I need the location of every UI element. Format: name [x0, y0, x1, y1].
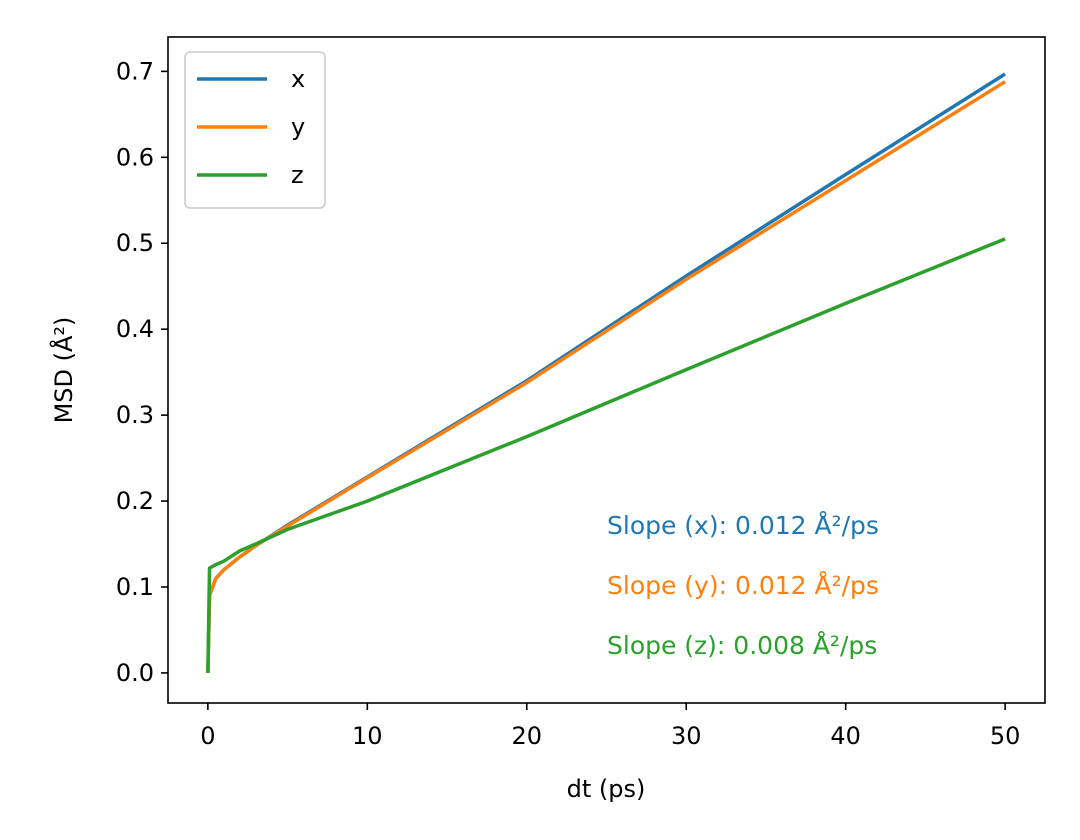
x-tick-label: 0: [200, 722, 215, 750]
x-axis-label: dt (ps): [567, 775, 646, 803]
x-tick-label: 40: [830, 722, 861, 750]
legend-label-z: z: [291, 161, 304, 189]
series-line-z: [206, 237, 1006, 673]
y-tick-label: 0.6: [116, 143, 154, 171]
y-tick-label: 0.4: [116, 315, 154, 343]
legend-box: [184, 51, 326, 209]
legend: xyz: [184, 51, 326, 209]
y-tick-label: 0.3: [116, 401, 154, 429]
y-tick-label: 0.1: [116, 573, 154, 601]
x-tick-label: 30: [671, 722, 702, 750]
legend-label-y: y: [291, 113, 305, 141]
y-tick-label: 0.7: [116, 57, 154, 85]
slope-annotation: Slope (y): 0.012 Å²/ps: [607, 571, 879, 600]
x-tick-label: 50: [990, 722, 1021, 750]
y-axis-label: MSD (Å²): [49, 317, 78, 424]
y-tick-label: 0.0: [116, 659, 154, 687]
x-tick-label: 20: [511, 722, 542, 750]
y-tick-label: 0.2: [116, 487, 154, 515]
slope-annotation: Slope (x): 0.012 Å²/ps: [607, 511, 879, 540]
y-tick-label: 0.5: [116, 229, 154, 257]
x-tick-label: 10: [352, 722, 383, 750]
slope-annotation: Slope (z): 0.008 Å²/ps: [607, 631, 877, 660]
legend-label-x: x: [291, 65, 305, 93]
